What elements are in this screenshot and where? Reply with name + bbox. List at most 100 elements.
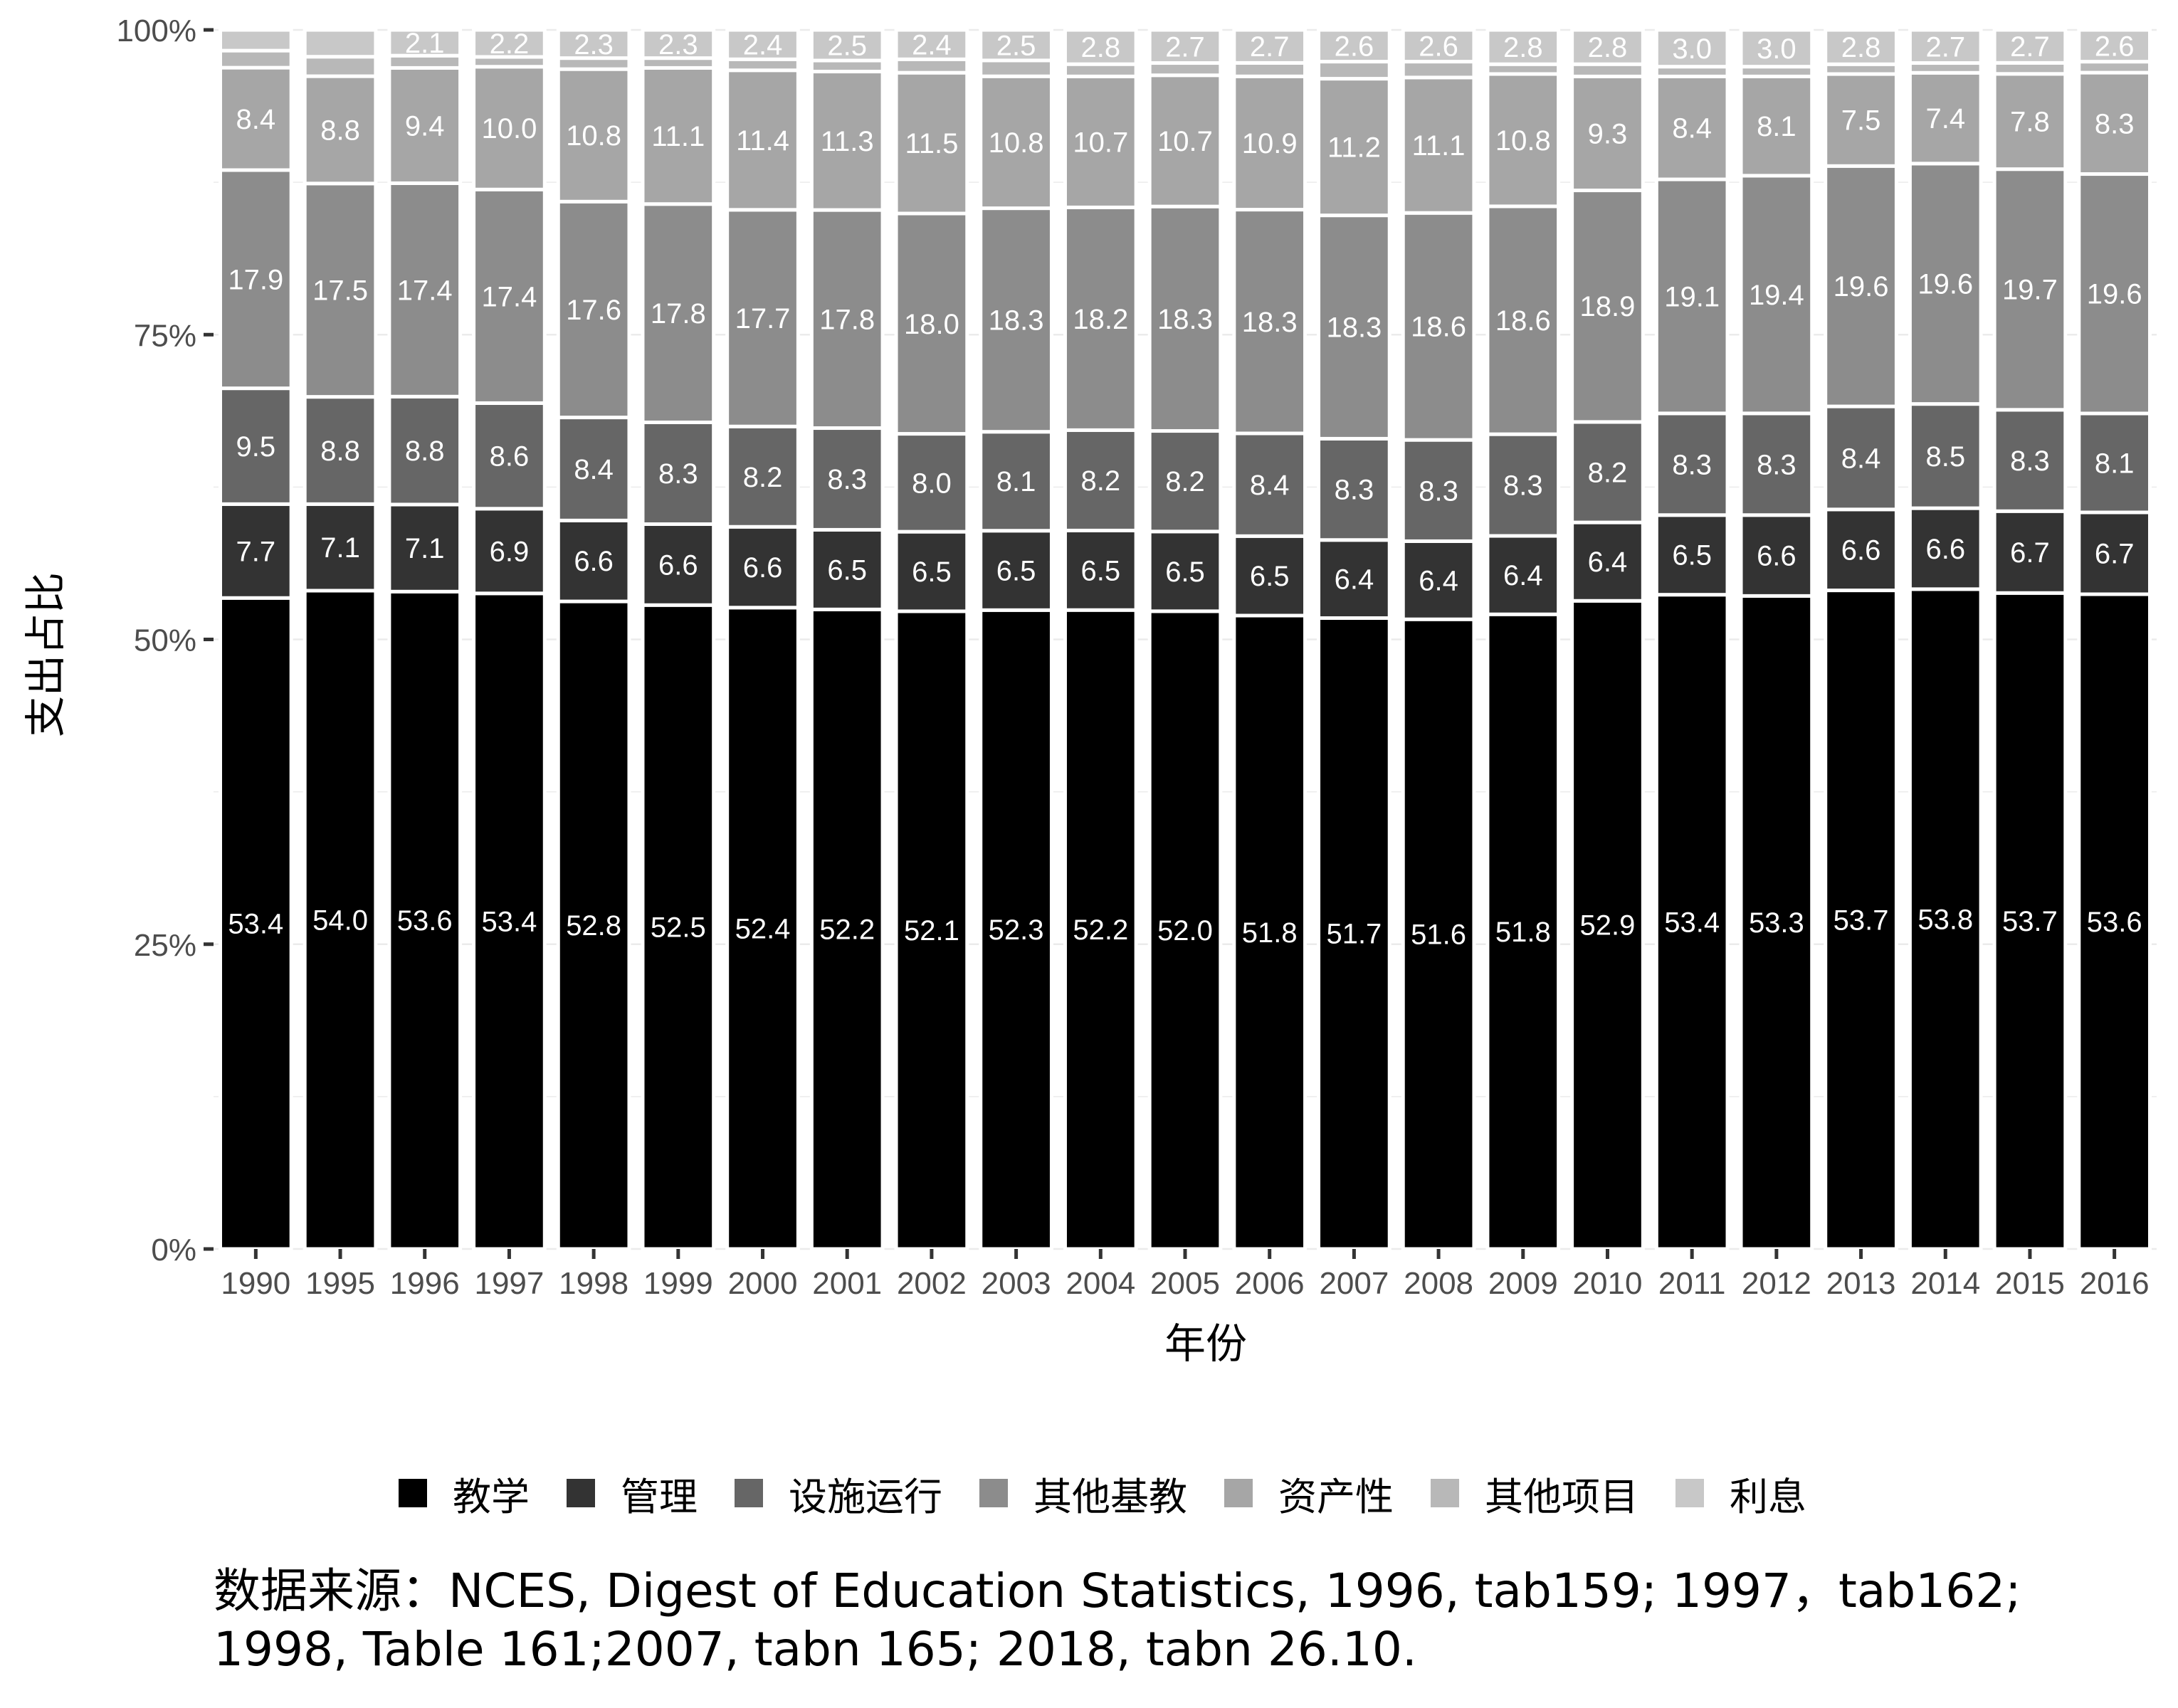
bar-value-label: 51.8 xyxy=(1242,917,1298,949)
bar-value-label: 17.4 xyxy=(482,281,537,312)
bar-segment xyxy=(1317,77,1392,218)
bar-value-label: 2.6 xyxy=(1335,31,1374,62)
bar-value-label: 17.6 xyxy=(566,295,621,326)
bar-segment xyxy=(1063,28,1138,66)
bar-segment xyxy=(1147,61,1223,78)
bar-segment xyxy=(1401,438,1476,543)
bar-segment xyxy=(472,65,547,191)
bar-segment xyxy=(894,432,969,534)
bar-segment xyxy=(302,28,378,59)
bar-segment xyxy=(556,599,631,1251)
bar-value-label: 8.4 xyxy=(1250,470,1290,501)
bar-value-label: 8.1 xyxy=(1757,111,1796,142)
bar-value-label: 9.3 xyxy=(1588,118,1628,149)
bar-segment xyxy=(472,401,547,511)
bar-value-label: 6.5 xyxy=(827,554,867,586)
bar-segment xyxy=(1992,28,2068,65)
bar-value-label: 8.4 xyxy=(574,454,614,485)
bar-segment xyxy=(641,420,716,527)
legend-label: 设施运行 xyxy=(789,1474,942,1519)
bar-segment xyxy=(1824,28,1898,66)
bar-segment xyxy=(218,65,293,172)
bar-value-label: 2.6 xyxy=(2095,31,2135,62)
bar-segment xyxy=(979,608,1053,1251)
bar-value-label: 2.5 xyxy=(996,30,1036,61)
bar-value-label: 8.1 xyxy=(2095,448,2135,479)
bar-value-label: 2.8 xyxy=(1503,32,1543,63)
bar-value-label: 8.2 xyxy=(1588,458,1628,489)
bar-segment xyxy=(1570,62,1645,78)
y-tick-label: 100% xyxy=(116,14,196,48)
legend: 教学 管理 设施运行 其他基教 资产性 其他项目 利息 xyxy=(399,1465,1843,1522)
bar-value-label: 11.2 xyxy=(1327,132,1381,164)
bar-segment xyxy=(1824,589,1898,1251)
bar-value-label: 8.8 xyxy=(320,115,360,146)
bar-segment xyxy=(725,524,800,610)
bar-value-label: 2.7 xyxy=(1165,31,1205,63)
bar-segment xyxy=(1654,411,1730,517)
bar-segment xyxy=(1739,411,1814,517)
bar-value-label: 8.3 xyxy=(1503,470,1543,502)
bar-segment xyxy=(1824,404,1898,512)
legend-key xyxy=(1431,1479,1459,1507)
bar-value-label: 53.3 xyxy=(1749,907,1804,939)
bar-value-label: 52.2 xyxy=(1073,914,1128,946)
bar-value-label: 6.5 xyxy=(912,557,952,588)
bar-segment xyxy=(809,28,885,63)
bar-segment xyxy=(472,28,547,59)
legend-item: 设施运行 xyxy=(735,1465,942,1522)
legend-key xyxy=(735,1479,763,1507)
bar-segment xyxy=(1147,28,1223,65)
bar-value-label: 6.5 xyxy=(1250,561,1290,592)
bar-value-label: 2.6 xyxy=(1419,31,1458,62)
bar-value-label: 52.9 xyxy=(1580,910,1636,942)
bar-segment xyxy=(2077,28,2152,64)
bar-value-label: 10.8 xyxy=(566,120,621,152)
bar-value-label: 8.3 xyxy=(1335,475,1374,506)
bar-segment xyxy=(1485,612,1561,1251)
bar-segment xyxy=(894,57,969,75)
legend-item: 资产性 xyxy=(1224,1465,1394,1522)
legend-label: 其他项目 xyxy=(1485,1474,1638,1519)
bar-segment xyxy=(894,28,969,61)
bar-segment xyxy=(1992,509,2068,595)
bar-value-label: 51.7 xyxy=(1326,919,1382,950)
bar-value-label: 6.6 xyxy=(1925,534,1965,565)
x-tick-label: 1999 xyxy=(643,1266,713,1301)
bar-value-label: 2.3 xyxy=(658,29,698,60)
bar-value-label: 6.4 xyxy=(1335,564,1374,596)
legend-item: 教学 xyxy=(399,1465,530,1522)
bar-value-label: 6.7 xyxy=(2010,537,2050,569)
bar-segment xyxy=(809,527,885,611)
bar-value-label: 52.0 xyxy=(1157,915,1213,947)
bar-value-label: 6.6 xyxy=(743,552,783,584)
x-tick-label: 2001 xyxy=(812,1266,882,1301)
bar-segment xyxy=(641,202,716,424)
bar-value-label: 3.0 xyxy=(1672,33,1712,65)
legend-key xyxy=(1675,1479,1704,1507)
bar-value-label: 19.6 xyxy=(1917,269,1973,300)
bar-value-label: 19.1 xyxy=(1664,281,1720,312)
bars xyxy=(218,28,2152,1251)
bar-value-label: 7.7 xyxy=(236,536,276,567)
bar-segment xyxy=(1908,587,1983,1251)
bar-value-label: 17.5 xyxy=(312,275,368,307)
x-tick-label: 2009 xyxy=(1488,1266,1558,1301)
bar-value-label: 17.4 xyxy=(397,275,453,306)
y-axis-title: 支出占比 xyxy=(21,572,70,737)
bar-value-label: 10.8 xyxy=(989,127,1044,159)
bar-segment xyxy=(302,55,378,78)
bar-value-label: 8.2 xyxy=(743,462,783,493)
bar-segment xyxy=(218,28,293,53)
bar-value-label: 8.2 xyxy=(1080,465,1120,497)
legend-item: 其他基教 xyxy=(979,1465,1187,1522)
bar-segment xyxy=(1739,74,1814,178)
x-tick-label: 1996 xyxy=(390,1266,460,1301)
bar-value-label: 8.3 xyxy=(1419,475,1458,507)
bar-segment xyxy=(894,211,969,436)
bar-value-label: 52.5 xyxy=(651,912,706,944)
bar-value-label: 10.8 xyxy=(1495,125,1551,157)
bar-segment xyxy=(641,65,716,206)
bar-value-label: 8.6 xyxy=(490,441,530,473)
bar-value-label: 8.0 xyxy=(912,468,952,499)
